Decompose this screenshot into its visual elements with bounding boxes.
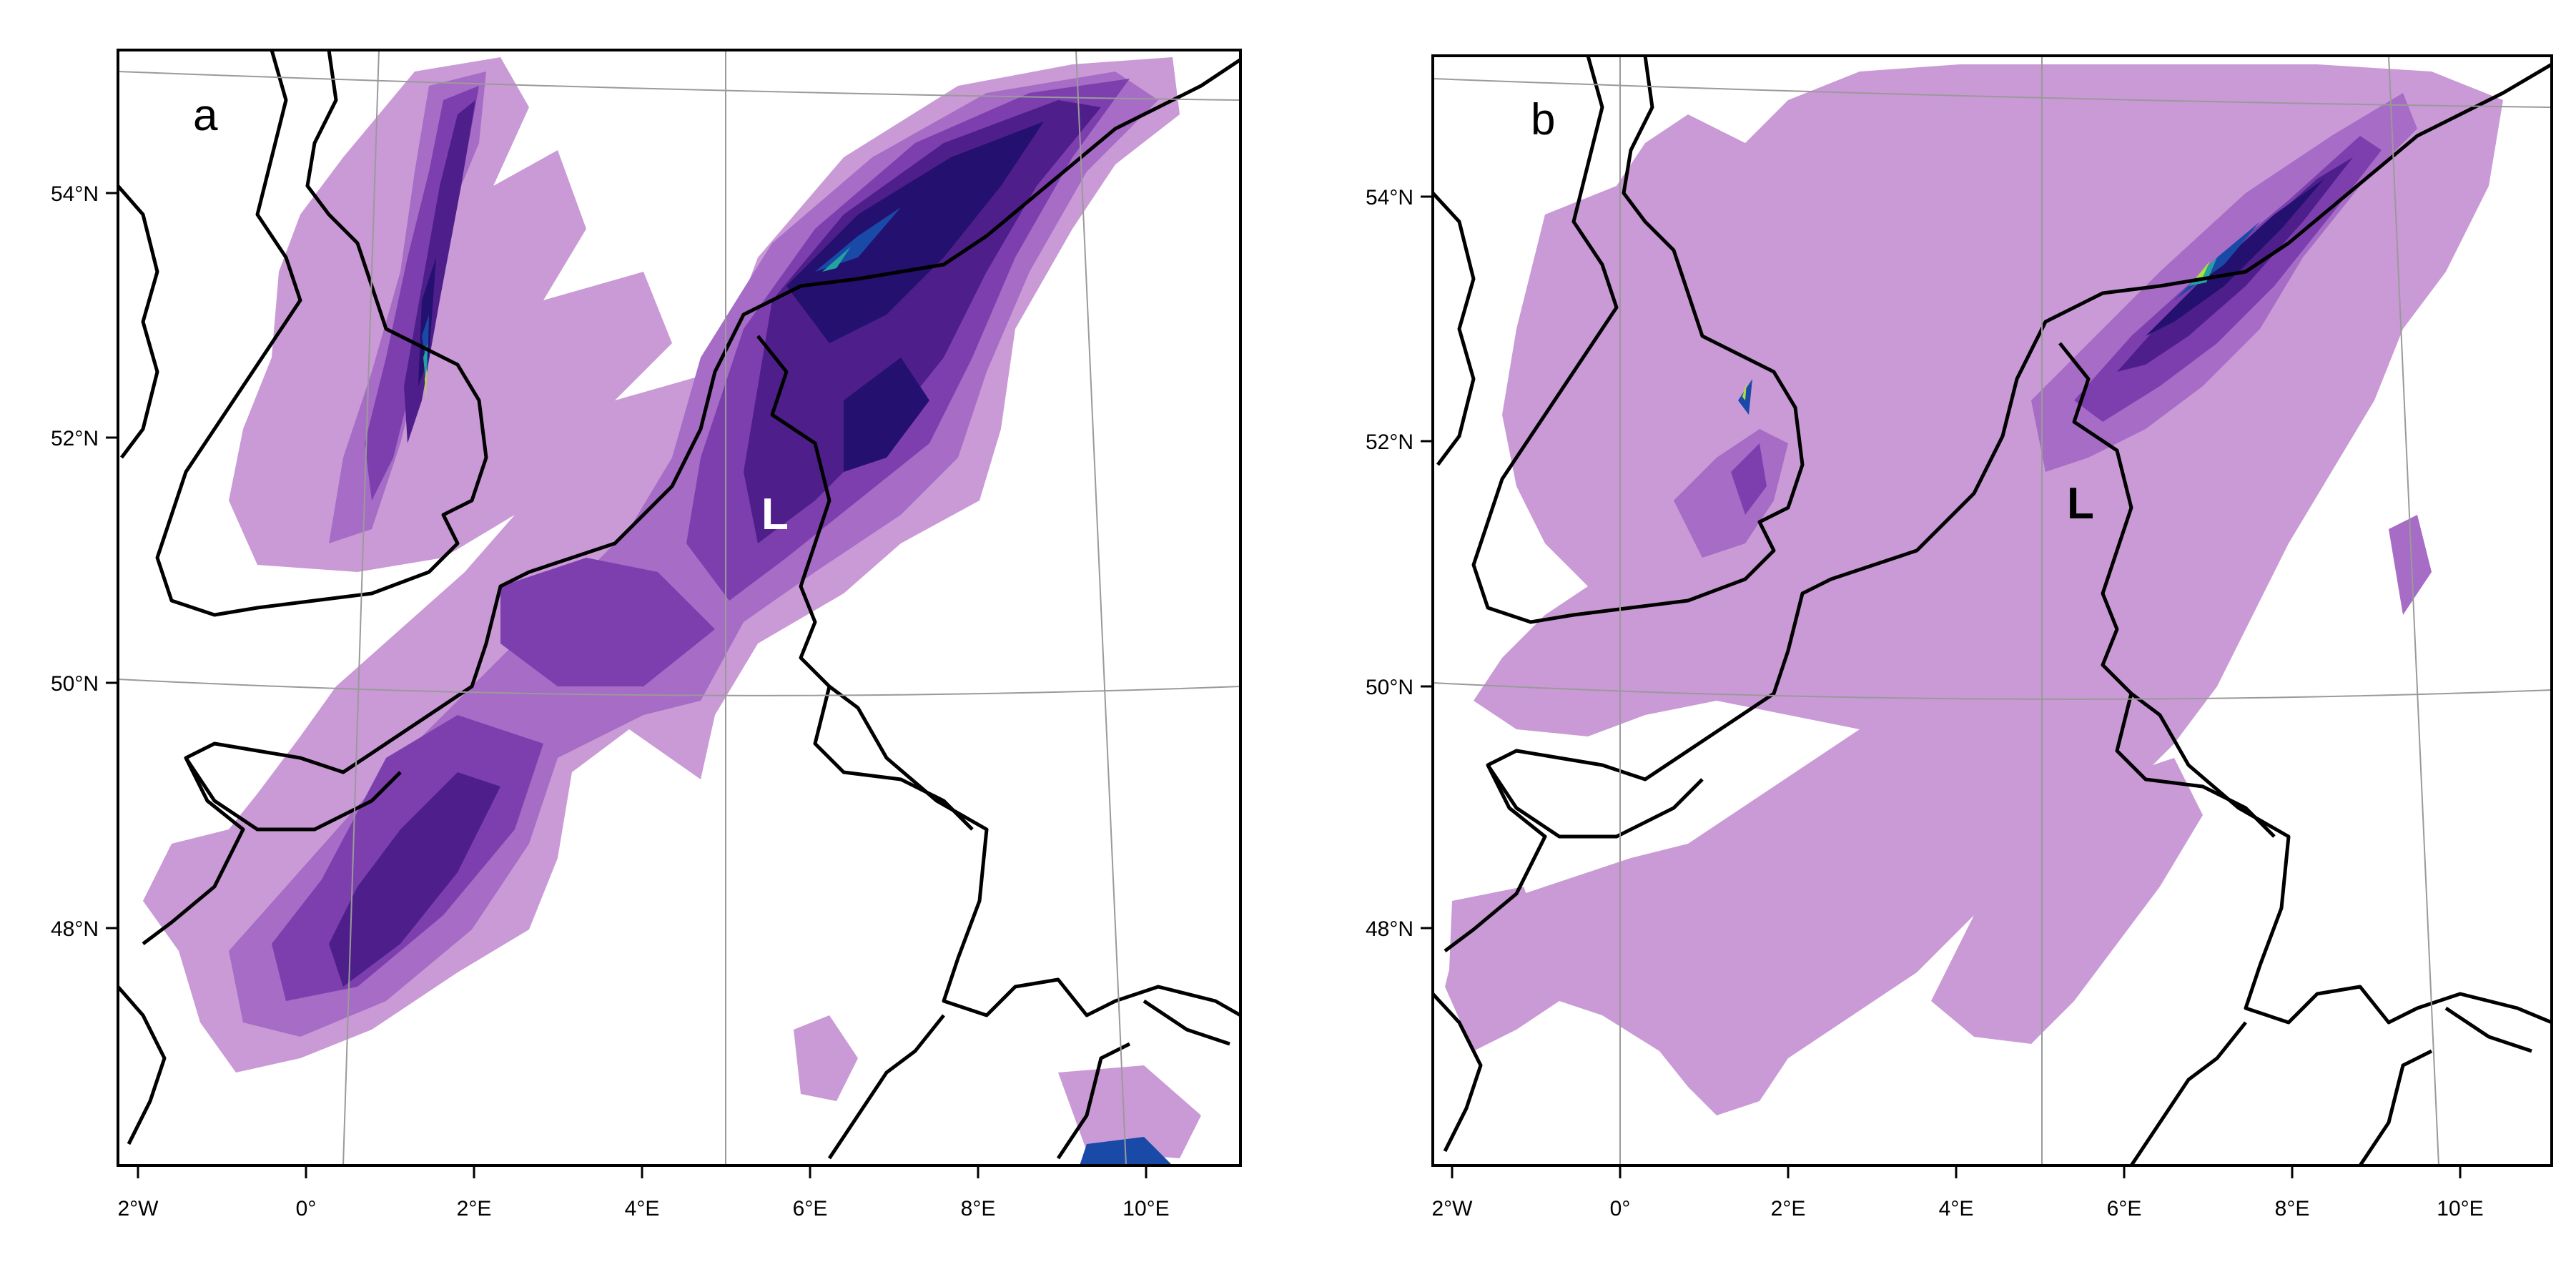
graticule-a xyxy=(118,50,1240,1165)
precip-field-level-4 xyxy=(329,100,1101,987)
x-tick-labels-a: 2°W 0° 2°E 4°E 6°E 8°E 10°E xyxy=(118,1197,1170,1221)
panel-label-b: b xyxy=(1531,95,1555,144)
precip-field-level-2 xyxy=(1674,93,2432,615)
y-tick-marks-a xyxy=(106,192,118,930)
map-panel-a: 54°N 52°N 50°N 48°N 2°W 0° 2°E 4°E 6°E 8… xyxy=(0,0,1288,1268)
x-tick-label: 8°E xyxy=(2275,1197,2310,1221)
x-tick-label: 2°E xyxy=(457,1197,492,1221)
border-germany-france xyxy=(813,686,974,831)
coastline-great-britain xyxy=(1471,56,1805,624)
y-tick-label: 52°N xyxy=(51,427,99,450)
x-tick-label: 10°E xyxy=(2437,1197,2483,1221)
coastline-ireland xyxy=(118,184,159,459)
x-tick-marks-a xyxy=(137,1165,1148,1178)
coastlines-b xyxy=(1433,56,2552,1165)
y-tick-label: 50°N xyxy=(51,672,99,696)
x-tick-label: 6°E xyxy=(2107,1197,2142,1221)
border-benelux xyxy=(756,335,1240,1017)
low-pressure-marker-b: L xyxy=(2067,479,2094,528)
x-tick-label: 0° xyxy=(296,1197,317,1221)
y-tick-label: 48°N xyxy=(51,917,99,941)
y-tick-label: 52°N xyxy=(1366,430,1413,454)
map-a-field xyxy=(118,50,1240,1165)
y-tick-marks-b xyxy=(1421,195,1433,930)
x-tick-labels-b: 2°W 0° 2°E 4°E 6°E 8°E 10°E xyxy=(1432,1197,2484,1221)
x-tick-label: 0° xyxy=(1610,1197,1631,1221)
precip-core-level-5 xyxy=(418,122,1044,472)
y-tick-label: 54°N xyxy=(1366,186,1413,209)
map-panel-b: 54°N 52°N 50°N 48°N 2°W 0° 2°E 4°E 6°E 8… xyxy=(1288,0,2575,1268)
map-b-svg: 54°N 52°N 50°N 48°N 2°W 0° 2°E 4°E 6°E 8… xyxy=(1366,54,2553,1221)
border-benelux xyxy=(2058,342,2552,1025)
x-tick-label: 4°E xyxy=(1939,1197,1974,1221)
precip-core-level-8 xyxy=(425,368,427,400)
y-tick-label: 50°N xyxy=(1366,676,1413,699)
x-tick-marks-b xyxy=(1451,1165,2462,1178)
map-b-field xyxy=(1433,56,2552,1165)
low-pressure-marker-a: L xyxy=(761,490,789,539)
coastline-brittany xyxy=(118,985,167,1145)
y-tick-labels-b: 54°N 52°N 50°N 48°N xyxy=(1366,186,1413,941)
x-tick-label: 4°E xyxy=(625,1197,660,1221)
y-tick-label: 54°N xyxy=(51,182,99,206)
coastlines-a xyxy=(118,50,1240,1160)
x-tick-label: 8°E xyxy=(961,1197,996,1221)
graticule-b xyxy=(1433,56,2552,1165)
x-tick-label: 2°E xyxy=(1771,1197,1806,1221)
x-tick-label: 10°E xyxy=(1122,1197,1169,1221)
map-b-frame xyxy=(1431,54,2553,1167)
panel-label-a: a xyxy=(193,91,218,140)
precip-field-level-1-nw xyxy=(1449,887,1545,1030)
coastline-continent xyxy=(142,57,1240,945)
y-tick-label: 48°N xyxy=(1366,917,1413,941)
border-alps xyxy=(2129,1006,2532,1165)
coastline-ireland xyxy=(1433,192,1476,466)
y-tick-labels-a: 54°N 52°N 50°N 48°N xyxy=(51,182,99,941)
precip-field-level-1-south xyxy=(1931,758,2203,1044)
border-germany-france xyxy=(2115,693,2276,838)
coastline-normandy xyxy=(184,756,402,832)
coastline-brittany xyxy=(1433,992,1483,1153)
map-a-svg: 54°N 52°N 50°N 48°N 2°W 0° 2°E 4°E 6°E 8… xyxy=(51,49,1242,1221)
coastline-normandy xyxy=(1486,764,1704,839)
coastline-great-britain xyxy=(155,50,488,617)
border-alps xyxy=(827,999,1230,1160)
precip-core-level-5 xyxy=(2146,179,2324,336)
x-tick-label: 2°W xyxy=(1432,1197,1474,1221)
map-a-frame xyxy=(117,49,1242,1167)
coastline-continent xyxy=(1444,62,2552,952)
x-tick-label: 6°E xyxy=(793,1197,828,1221)
x-tick-label: 2°W xyxy=(118,1197,159,1221)
precip-field-level-1b xyxy=(794,1015,858,1101)
